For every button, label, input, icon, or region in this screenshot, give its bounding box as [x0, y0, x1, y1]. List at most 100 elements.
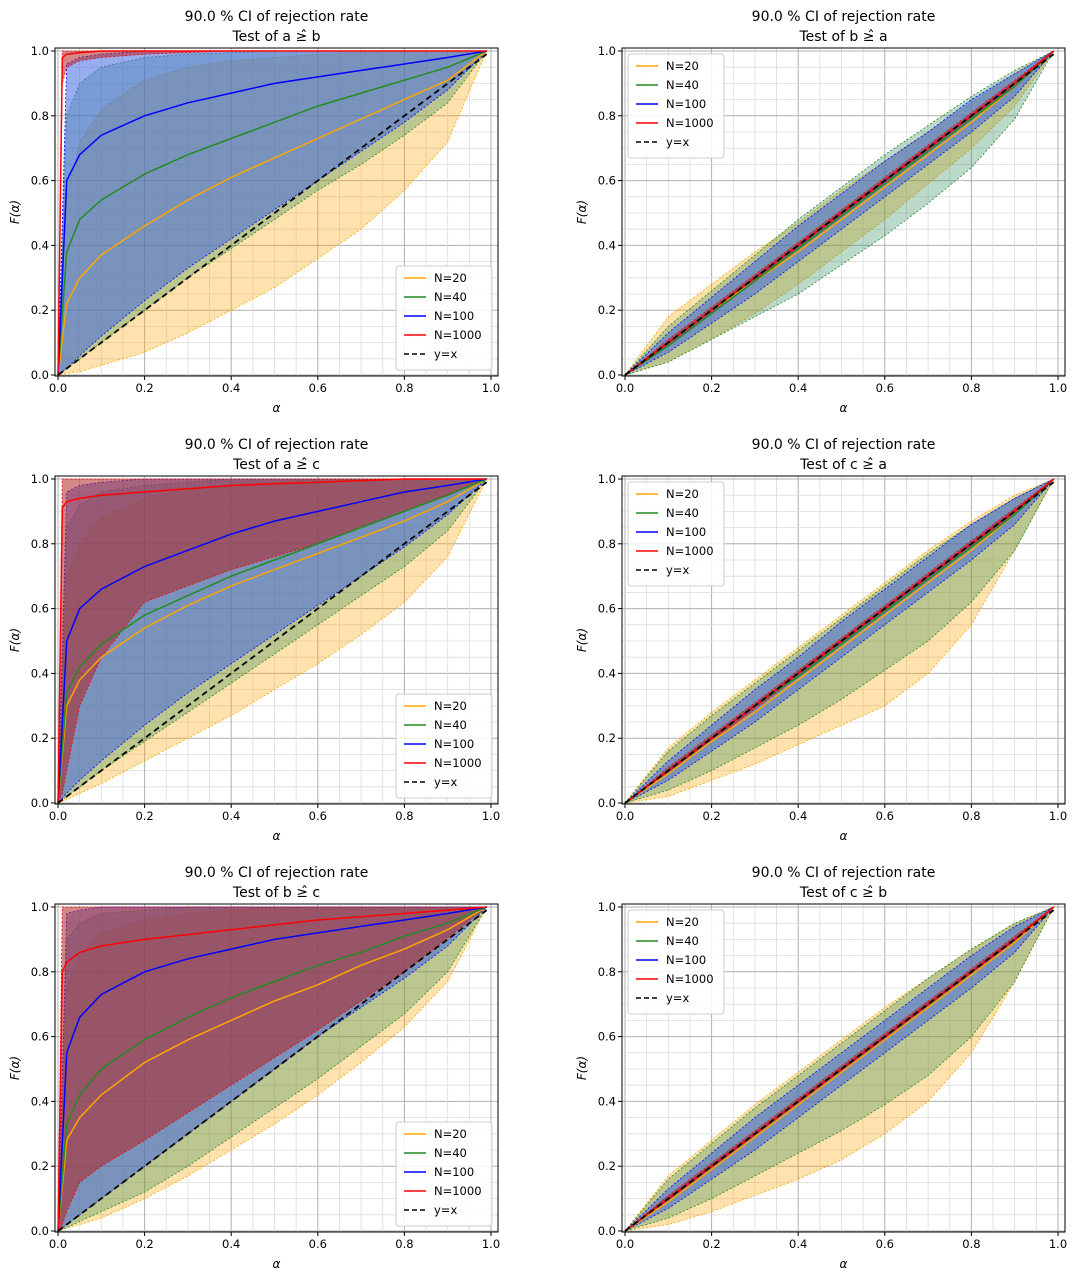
y-tick-label: 0.0: [31, 796, 49, 810]
chart-subtitle: Test of c ≥̂ b: [799, 885, 887, 901]
x-tick-label: 0.4: [789, 809, 807, 823]
y-tick-label: 0.2: [598, 1159, 616, 1173]
legend-label: N=40: [666, 934, 699, 948]
x-axis-label: α: [840, 401, 848, 415]
legend: N=20 N=40 N=100 N=1000 y=x: [395, 265, 493, 371]
legend-label: N=1000: [666, 116, 714, 130]
y-tick-label: 0.6: [598, 602, 616, 616]
series-line-n-20: [57, 906, 488, 1232]
chart-subtitle: Test of c ≥̂ a: [799, 457, 887, 473]
y-tick-label: 0.2: [598, 303, 616, 317]
y-tick-label: 0.8: [598, 109, 616, 123]
x-tick-label: 0.6: [309, 381, 327, 395]
legend-label: N=40: [666, 506, 699, 520]
series-line-n-20: [57, 50, 488, 376]
legend-label: N=1000: [434, 756, 482, 770]
chart-panel-5: 0.0 0.2 0.4 0.6 0.8 1.0 0.0 0.2 0.4 0.6 0.8 1.0 α F(α…: [8, 865, 500, 1271]
legend-box: [395, 693, 493, 799]
axes-frame: [54, 903, 499, 1233]
x-tick-label: 0.2: [135, 381, 153, 395]
x-tick-label: 0.8: [962, 1237, 980, 1251]
y-axis-label: F(α): [8, 1056, 22, 1080]
legend-label: N=1000: [434, 328, 482, 342]
y-tick-label: 0.0: [31, 368, 49, 382]
legend-label: N=1000: [434, 1184, 482, 1198]
legend-label: y=x: [434, 347, 457, 361]
y-tick-label: 1.0: [31, 44, 49, 58]
y-axis-label: F(α): [8, 200, 22, 224]
y-tick-label: 1.0: [31, 472, 49, 486]
chart-title: 90.0 % CI of rejection rate: [752, 437, 936, 453]
y-tick-label: 0.2: [31, 731, 49, 745]
series-line-n-1000: [57, 50, 487, 376]
legend-label: N=20: [666, 59, 699, 73]
series-layer: [623, 50, 1055, 376]
axes-frame: [54, 47, 499, 377]
y-tick-label: 1.0: [598, 44, 616, 58]
legend: N=20 N=40 N=100 N=1000 y=x: [627, 481, 725, 587]
series-layer: [623, 906, 1055, 1232]
chart-subtitle: Test of b ≥̂ c: [232, 885, 320, 901]
chart-panel-2: 0.0 0.2 0.4 0.6 0.8 1.0 0.0 0.2 0.4 0.6 0.8 1.0 α F(α…: [575, 9, 1067, 415]
y-tick-label: 0.8: [598, 537, 616, 551]
legend: N=20 N=40 N=100 N=1000 y=x: [395, 1121, 493, 1227]
y-tick-label: 0.6: [598, 174, 616, 188]
ci-band-n-1000: [57, 50, 487, 376]
legend-box: [627, 481, 725, 587]
x-axis-label: α: [840, 1257, 848, 1271]
y-tick-label: 0.2: [598, 731, 616, 745]
series-line-n-40: [624, 50, 1055, 376]
x-axis-label: α: [840, 829, 848, 843]
legend-label: N=40: [434, 718, 467, 732]
x-tick-label: 0.0: [49, 809, 67, 823]
x-tick-label: 0.8: [395, 809, 413, 823]
x-tick-label: 0.4: [222, 809, 240, 823]
x-tick-label: 0.6: [876, 809, 894, 823]
x-tick-label: 1.0: [1049, 1237, 1067, 1251]
chart-title: 90.0 % CI of rejection rate: [185, 865, 369, 881]
y-tick-label: 0.6: [31, 174, 49, 188]
y-axis-label: F(α): [8, 628, 22, 652]
y-tick-label: 0.0: [598, 796, 616, 810]
series-line-n-40: [57, 906, 487, 1232]
x-tick-label: 1.0: [482, 1237, 500, 1251]
y-tick-label: 0.6: [31, 602, 49, 616]
x-axis-label: α: [273, 401, 281, 415]
chart-panel-4: 0.0 0.2 0.4 0.6 0.8 1.0 0.0 0.2 0.4 0.6 0.8 1.0 α F(α…: [575, 437, 1067, 843]
chart-title: 90.0 % CI of rejection rate: [752, 9, 936, 25]
series-line-n-100: [57, 906, 487, 1232]
x-tick-label: 0.6: [309, 1237, 327, 1251]
series-line-n-40: [57, 478, 487, 804]
legend-label: N=100: [434, 737, 474, 751]
y-axis-label: F(α): [575, 1056, 589, 1080]
chart-subtitle: Test of a ≥̂ b: [231, 29, 320, 45]
legend-label: y=x: [666, 991, 689, 1005]
chart-subtitle: Test of a ≥̂ c: [232, 457, 320, 473]
y-tick-label: 1.0: [598, 900, 616, 914]
legend-label: N=100: [434, 1165, 474, 1179]
chart-title: 90.0 % CI of rejection rate: [185, 9, 369, 25]
y-tick-label: 0.0: [598, 1224, 616, 1238]
x-tick-label: 0.4: [789, 381, 807, 395]
series-line-n-20: [624, 478, 1055, 804]
legend-label: N=40: [434, 1146, 467, 1160]
legend-label: N=20: [434, 271, 467, 285]
legend-label: N=20: [434, 699, 467, 713]
y-tick-label: 0.4: [31, 666, 49, 680]
x-tick-label: 0.8: [395, 1237, 413, 1251]
series-layer: [623, 478, 1055, 804]
legend-label: N=20: [434, 1127, 467, 1141]
chart-subtitle: Test of b ≥̂ a: [798, 29, 887, 45]
x-tick-label: 0.4: [789, 1237, 807, 1251]
x-axis-label: α: [273, 829, 281, 843]
chart-title: 90.0 % CI of rejection rate: [185, 437, 369, 453]
y-tick-label: 0.0: [31, 1224, 49, 1238]
legend-box: [395, 1121, 493, 1227]
y-tick-label: 0.0: [598, 368, 616, 382]
x-tick-label: 1.0: [482, 809, 500, 823]
x-tick-label: 0.8: [395, 381, 413, 395]
y-tick-label: 0.8: [31, 109, 49, 123]
legend-box: [395, 265, 493, 371]
x-tick-label: 0.8: [962, 381, 980, 395]
